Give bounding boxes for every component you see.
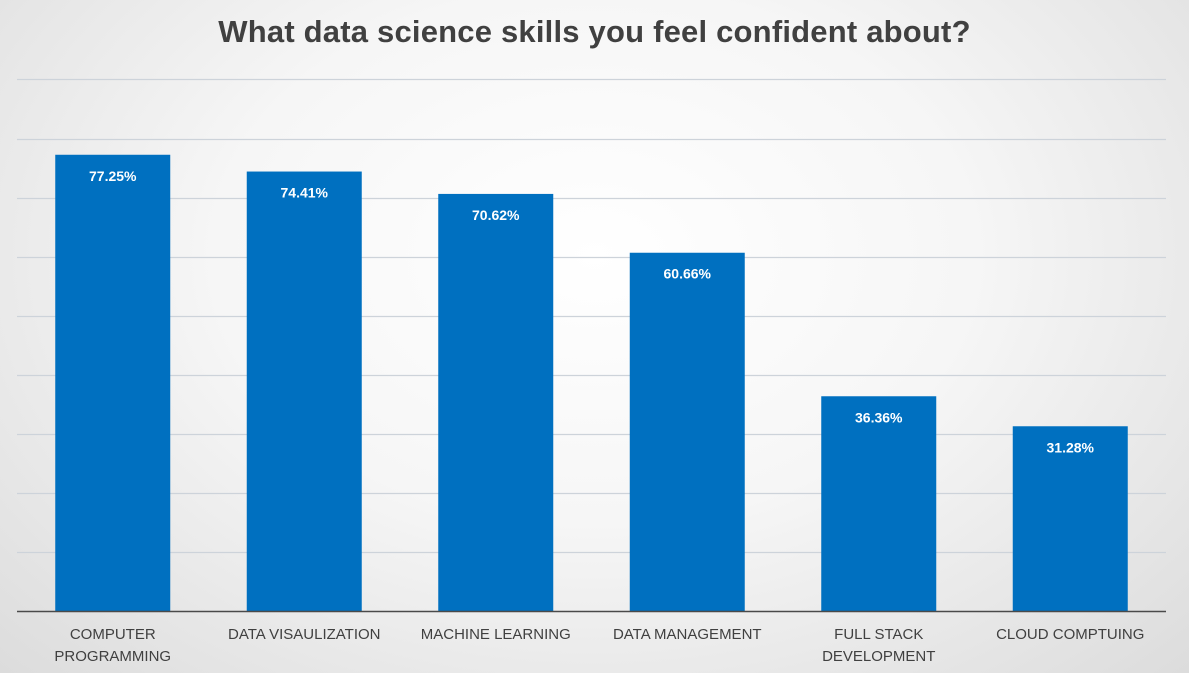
bar — [55, 154, 171, 611]
x-tick-label: DEVELOPMENT — [822, 648, 935, 665]
x-tick-label: PROGRAMMING — [54, 648, 171, 665]
bar — [629, 252, 745, 611]
x-tick-label: DATA VISAULIZATION — [228, 626, 381, 643]
bar — [1012, 426, 1128, 611]
bar — [246, 171, 362, 611]
data-label: 31.28% — [1047, 439, 1095, 455]
data-label: 77.25% — [89, 168, 137, 184]
x-tick-label: MACHINE LEARNING — [421, 626, 571, 643]
x-tick-label: FULL STACK — [834, 626, 923, 643]
bar — [438, 193, 554, 611]
x-tick-label: CLOUD COMPTUING — [996, 626, 1144, 643]
x-tick-label: DATA MANAGEMENT — [613, 626, 762, 643]
x-tick-label: COMPUTER — [70, 626, 156, 643]
data-label: 60.66% — [664, 266, 712, 282]
data-label: 36.36% — [855, 409, 903, 425]
data-label: 74.41% — [281, 185, 329, 201]
data-label: 70.62% — [472, 207, 520, 223]
bar — [821, 396, 937, 611]
chart-title: What data science skills you feel confid… — [218, 14, 971, 49]
